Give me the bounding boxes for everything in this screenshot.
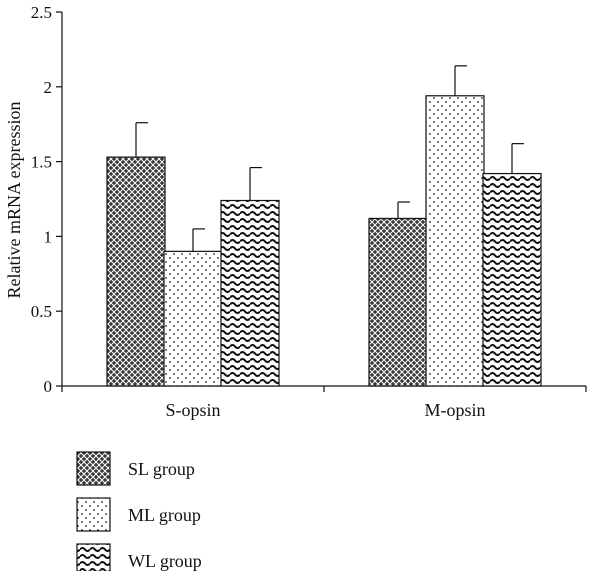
legend-label: WL group xyxy=(128,551,202,571)
y-tick-label: 2 xyxy=(44,78,53,97)
legend-swatch xyxy=(76,543,111,571)
category-label: M-opsin xyxy=(424,400,485,420)
legend-label: SL group xyxy=(128,459,195,479)
y-tick-label: 0 xyxy=(44,377,53,396)
category-label: S-opsin xyxy=(165,400,220,420)
bar xyxy=(425,95,485,387)
y-tick-label: 2.5 xyxy=(31,3,52,22)
error-bar xyxy=(249,166,262,201)
bars xyxy=(106,95,542,387)
error-bar xyxy=(192,228,205,252)
bar xyxy=(368,217,428,387)
legend-swatch xyxy=(76,497,111,532)
bar xyxy=(220,199,280,387)
y-tick-label: 0.5 xyxy=(31,302,52,321)
error-bar xyxy=(135,122,148,158)
bar xyxy=(106,156,166,387)
y-axis-label: Relative mRNA expression xyxy=(4,102,24,299)
error-bar xyxy=(454,65,467,96)
legend-label: ML group xyxy=(128,505,201,525)
bar xyxy=(163,250,223,387)
bar xyxy=(482,172,542,387)
error-bar xyxy=(511,143,524,174)
y-tick-label: 1.5 xyxy=(31,153,52,172)
error-bar xyxy=(397,201,410,219)
legend-swatch xyxy=(76,451,111,486)
legend: SL group ML group WL group xyxy=(76,451,202,571)
x-axis: S-opsin M-opsin xyxy=(61,385,587,420)
y-axis: 0 0.5 1 1.5 2 2.5 xyxy=(31,3,63,396)
error-bars xyxy=(135,65,524,252)
y-tick-label: 1 xyxy=(44,227,53,246)
